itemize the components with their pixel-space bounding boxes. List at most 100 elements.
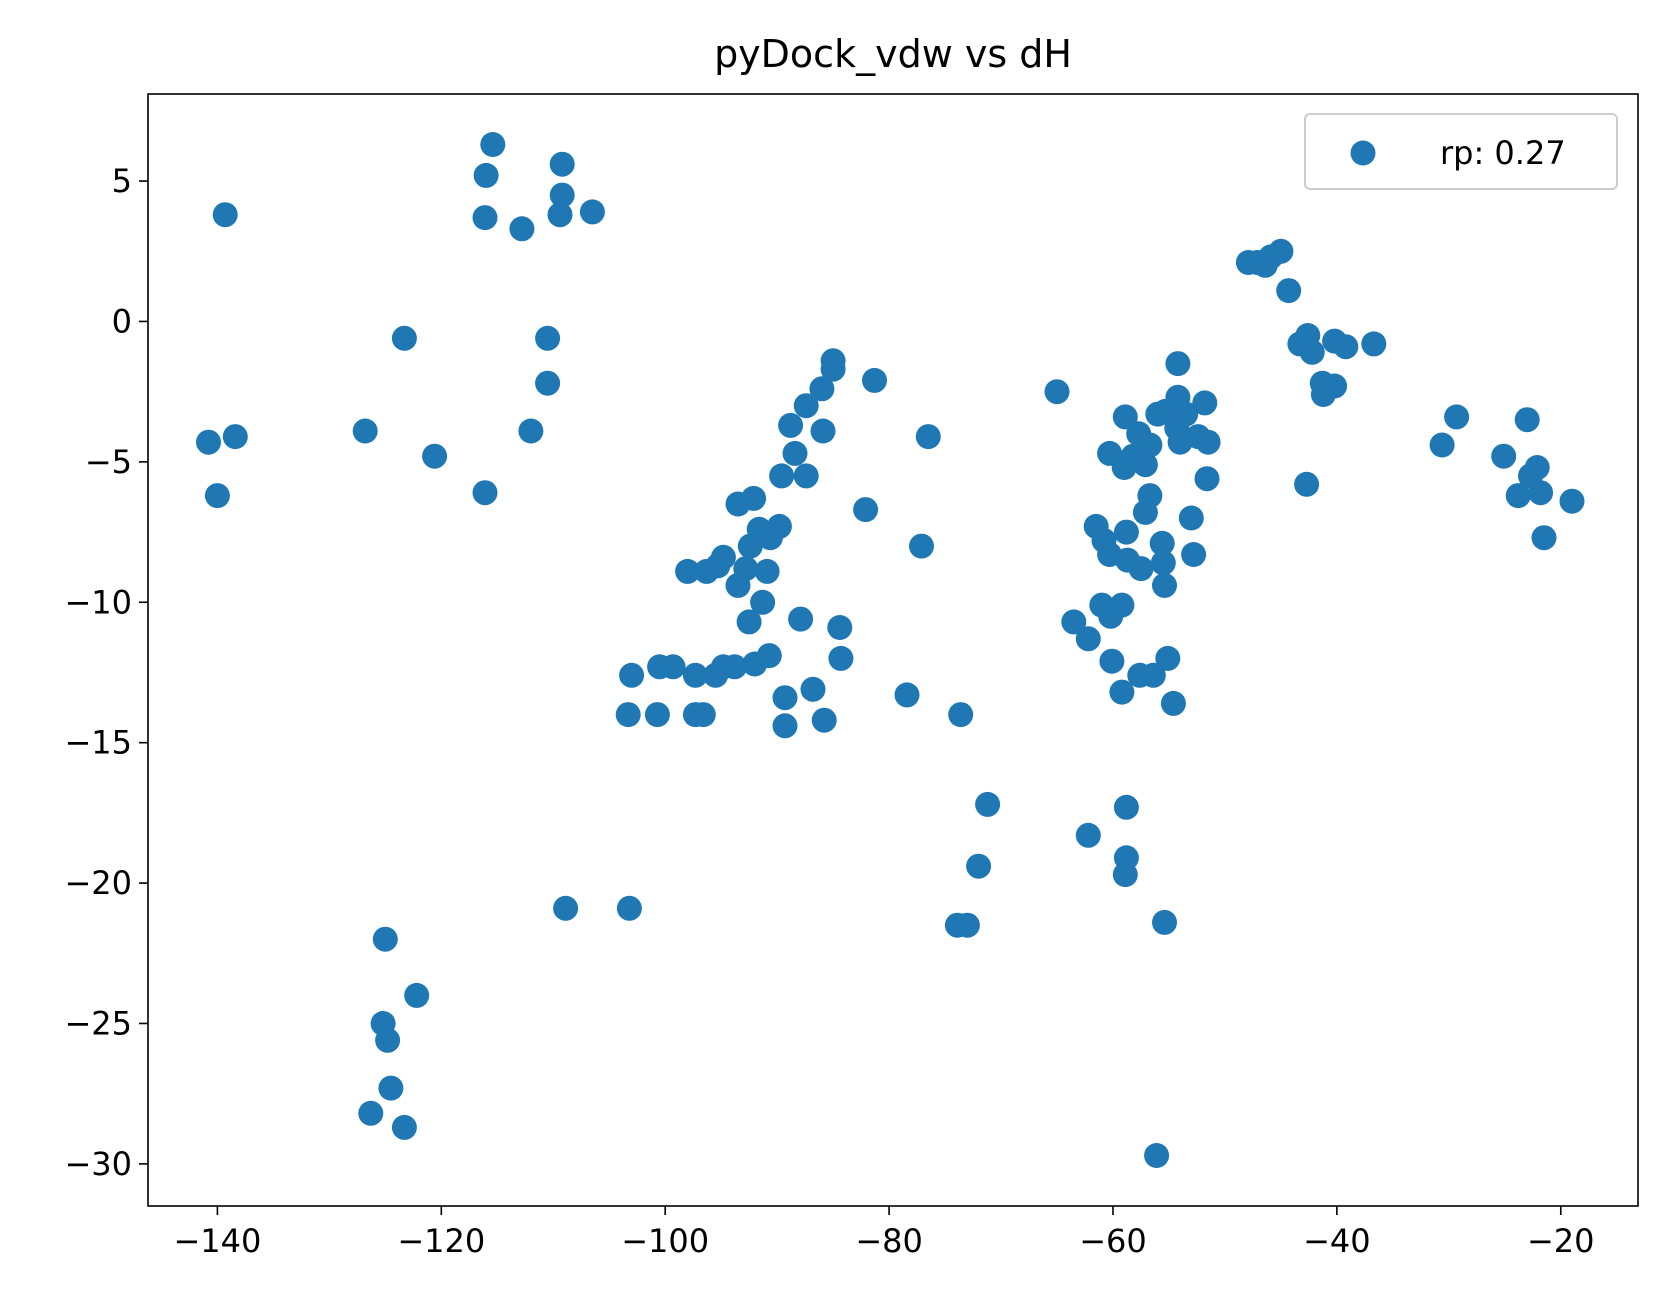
data-point (579, 199, 605, 225)
data-point (1444, 404, 1470, 430)
chart-title: pyDock_vdw vs dH (714, 32, 1072, 76)
data-point (1112, 862, 1138, 888)
x-tick-label: −60 (1079, 1222, 1147, 1260)
data-point (1173, 401, 1199, 427)
data-point (615, 702, 641, 728)
data-point (853, 497, 879, 523)
data-point (810, 418, 836, 444)
data-point (800, 676, 826, 702)
data-point (391, 325, 417, 351)
data-point (1113, 794, 1139, 820)
data-point (966, 853, 992, 879)
data-point (549, 182, 575, 208)
y-tick-label: 5 (112, 162, 132, 200)
data-point (1160, 690, 1186, 716)
x-tick-label: −20 (1527, 1222, 1595, 1260)
y-tick-label: −10 (64, 583, 132, 621)
data-point (1109, 592, 1135, 618)
data-point (733, 556, 759, 582)
data-point (660, 654, 686, 680)
data-point (616, 895, 642, 921)
data-point (472, 480, 498, 506)
data-point (1152, 909, 1177, 935)
scatter-points (196, 132, 1585, 1168)
data-point (473, 162, 499, 188)
y-tick-label: −20 (64, 864, 132, 902)
data-point (769, 463, 795, 489)
data-point (778, 412, 804, 438)
data-point (1155, 645, 1181, 671)
x-tick-label: −120 (397, 1222, 485, 1260)
data-point (1299, 339, 1325, 365)
y-tick-label: −5 (85, 443, 132, 481)
data-point (1137, 432, 1163, 458)
data-point (894, 682, 920, 708)
data-point (915, 424, 941, 450)
data-point (682, 662, 708, 688)
data-point (772, 713, 798, 739)
data-point (793, 393, 819, 419)
legend-label: rp: 0.27 (1440, 134, 1566, 172)
data-point (710, 544, 736, 570)
data-point (809, 376, 835, 402)
data-point (391, 1114, 417, 1140)
data-point (782, 440, 808, 466)
data-point (1559, 488, 1585, 514)
data-point (975, 791, 1001, 817)
data-point (352, 418, 378, 444)
data-point (750, 589, 776, 615)
data-point (793, 463, 819, 489)
data-point (754, 558, 780, 584)
data-point (741, 485, 767, 511)
data-point (1075, 822, 1101, 848)
data-point (766, 513, 792, 539)
data-point (1109, 679, 1135, 705)
data-point (472, 205, 498, 231)
data-point (535, 370, 561, 396)
data-point (1333, 334, 1359, 360)
data-point (358, 1100, 384, 1126)
data-point (675, 558, 701, 584)
data-point (644, 702, 670, 728)
data-point (1165, 351, 1191, 377)
y-tick-label: −25 (64, 1004, 132, 1042)
data-point (1181, 542, 1207, 567)
data-point (1276, 278, 1302, 304)
data-point (1531, 525, 1557, 551)
data-point (553, 895, 579, 921)
data-point (1112, 404, 1138, 430)
data-point (1528, 480, 1554, 506)
data-point (1099, 648, 1125, 674)
data-point (909, 533, 934, 559)
y-tick-label: −15 (64, 724, 132, 762)
data-point (756, 643, 782, 669)
data-point (1128, 556, 1154, 582)
data-point (772, 685, 798, 711)
data-point (736, 609, 762, 635)
data-point (1061, 609, 1087, 635)
y-tick-label: −30 (64, 1145, 132, 1183)
data-point (1150, 550, 1176, 576)
plot-area-frame (147, 93, 1639, 1207)
legend-box (1304, 113, 1618, 190)
data-point (1294, 471, 1320, 497)
data-point (1361, 331, 1387, 357)
data-point (1195, 429, 1221, 455)
data-point (1322, 373, 1348, 399)
data-point (549, 151, 575, 177)
data-point (828, 645, 854, 671)
data-point (404, 982, 430, 1008)
data-point (1505, 483, 1531, 509)
x-tick-label: −140 (173, 1222, 261, 1260)
data-point (690, 702, 716, 728)
data-point (1144, 1143, 1170, 1168)
data-point (375, 1027, 401, 1053)
data-point (1194, 466, 1220, 492)
data-point (619, 662, 645, 688)
data-point (535, 325, 561, 351)
data-point (547, 202, 573, 228)
data-point (1132, 452, 1158, 478)
data-point (1149, 530, 1175, 556)
data-point (480, 132, 506, 157)
